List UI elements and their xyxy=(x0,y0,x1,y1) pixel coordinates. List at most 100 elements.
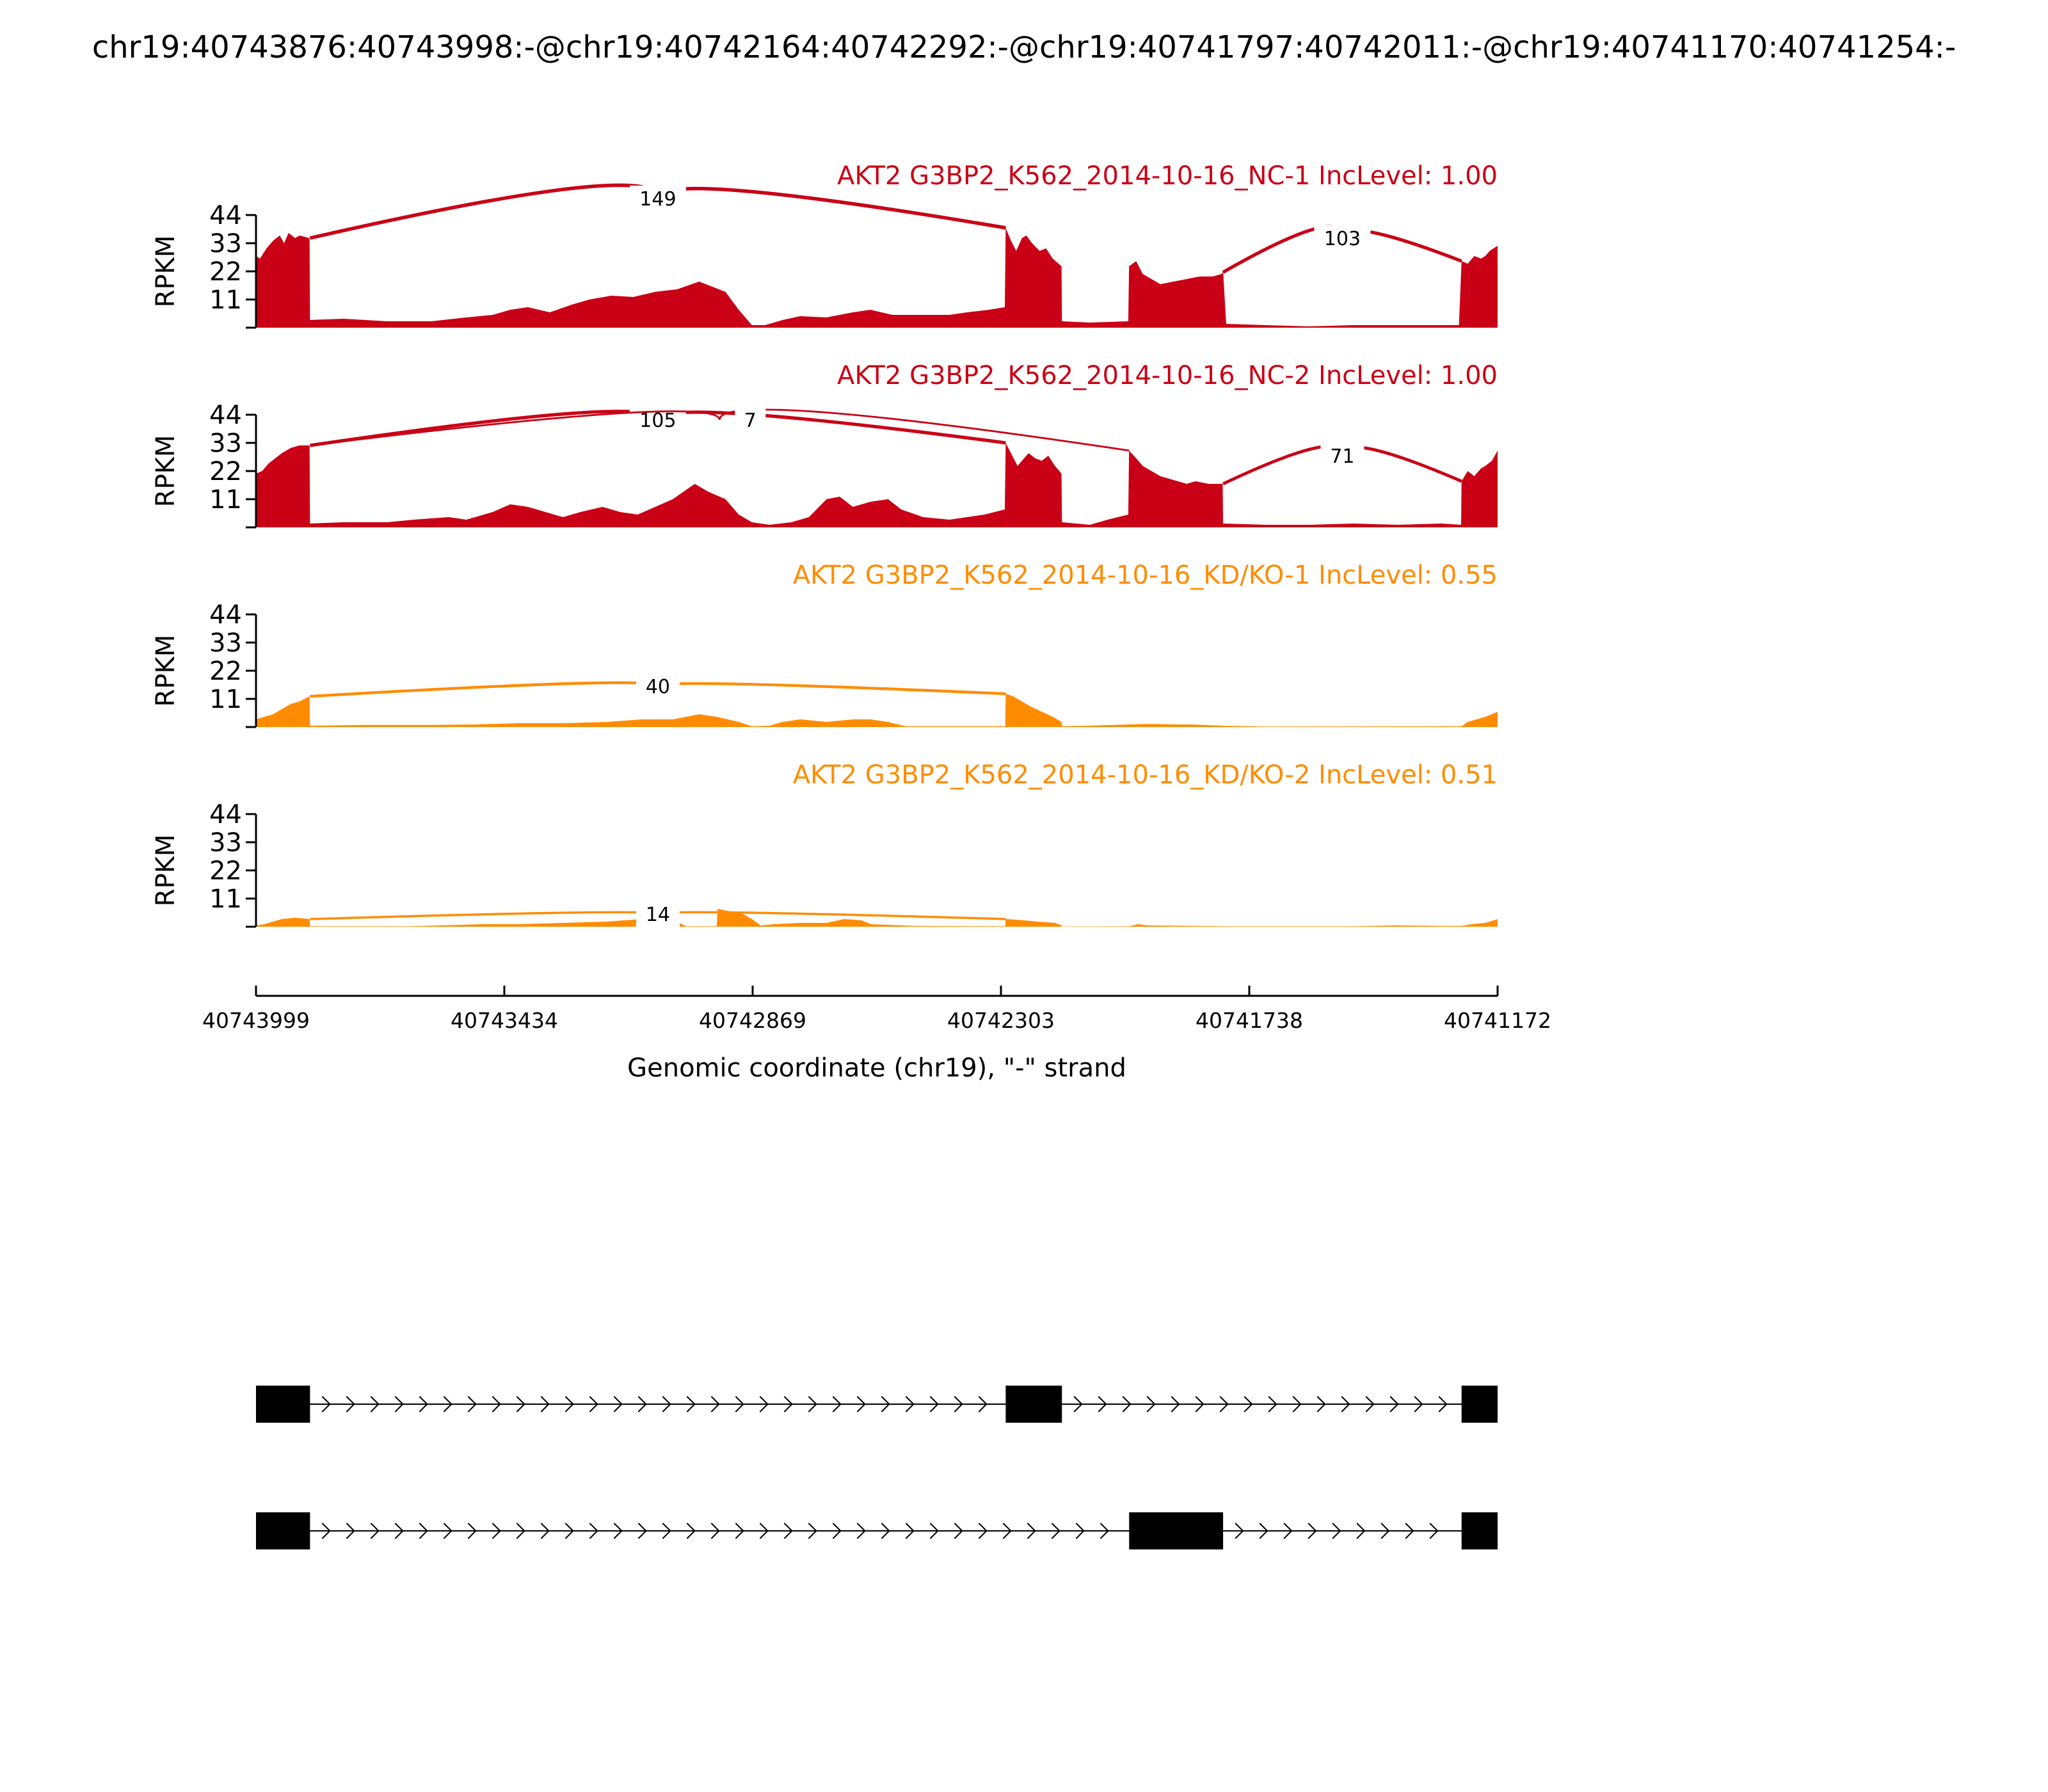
strand-chevron xyxy=(1380,1523,1390,1539)
strand-chevron xyxy=(467,1396,477,1412)
track-title: AKT2 G3BP2_K562_2014-10-16_KD/KO-2 IncLe… xyxy=(793,760,1498,790)
strand-chevron xyxy=(662,1396,671,1412)
strand-chevron xyxy=(419,1523,428,1539)
strand-chevron xyxy=(856,1396,866,1412)
strand-chevron xyxy=(540,1523,550,1539)
strand-chevron xyxy=(492,1396,501,1412)
strand-chevron xyxy=(1429,1523,1439,1539)
exon-block xyxy=(1129,1512,1224,1549)
strand-chevron xyxy=(1308,1523,1317,1539)
strand-chevron xyxy=(516,1396,525,1412)
junction-label-bg xyxy=(629,186,686,211)
junction-label-bg xyxy=(1314,225,1371,251)
strand-chevron xyxy=(1341,1396,1350,1412)
strand-chevron xyxy=(1027,1523,1036,1539)
strand-chevron xyxy=(662,1523,671,1539)
x-tick-label: 40741738 xyxy=(1196,1008,1303,1033)
junction-label-bg xyxy=(636,901,680,927)
strand-chevron xyxy=(1002,1523,1012,1539)
y-tick-label: 33 xyxy=(209,628,242,658)
exon-block xyxy=(256,1386,310,1423)
strand-chevron xyxy=(832,1396,842,1412)
y-axis-label: RPKM xyxy=(151,635,180,707)
strand-chevron xyxy=(929,1396,939,1412)
strand-chevron xyxy=(467,1523,477,1539)
y-tick-label: 22 xyxy=(209,457,242,486)
y-tick-label: 33 xyxy=(209,828,242,858)
junction-count-label: 40 xyxy=(646,676,670,698)
strand-chevron xyxy=(881,1396,890,1412)
strand-chevron xyxy=(1195,1396,1204,1412)
y-tick-label: 11 xyxy=(209,884,242,914)
strand-chevron xyxy=(1171,1396,1180,1412)
strand-chevron xyxy=(564,1396,574,1412)
isoform-2 xyxy=(256,1512,1498,1549)
isoform-1 xyxy=(256,1386,1498,1423)
track-title: AKT2 G3BP2_K562_2014-10-16_NC-1 IncLevel… xyxy=(837,161,1498,191)
junction-label-bg xyxy=(636,673,680,699)
y-tick-label: 44 xyxy=(209,600,242,630)
y-tick-label: 22 xyxy=(209,257,242,287)
strand-chevron xyxy=(637,1523,647,1539)
strand-chevron xyxy=(686,1523,696,1539)
y-tick-label: 22 xyxy=(209,657,242,686)
junction-count-label: 7 xyxy=(744,410,756,432)
strand-chevron xyxy=(443,1396,452,1412)
exon-block xyxy=(1461,1512,1498,1549)
strand-chevron xyxy=(1405,1523,1414,1539)
junction-arc xyxy=(310,408,1130,452)
strand-chevron xyxy=(735,1396,744,1412)
track-title: AKT2 G3BP2_K562_2014-10-16_KD/KO-1 IncLe… xyxy=(793,561,1498,590)
x-tick-label: 40742869 xyxy=(699,1008,806,1033)
strand-chevron xyxy=(1332,1523,1341,1539)
strand-chevron xyxy=(346,1396,355,1412)
strand-chevron xyxy=(881,1523,890,1539)
strand-chevron xyxy=(783,1396,793,1412)
y-tick-label: 11 xyxy=(209,285,242,315)
strand-chevron xyxy=(1259,1523,1268,1539)
junction-label-bg xyxy=(735,407,766,433)
strand-chevron xyxy=(564,1523,574,1539)
strand-chevron xyxy=(540,1396,550,1412)
x-tick-label: 40743434 xyxy=(451,1008,558,1033)
strand-chevron xyxy=(394,1396,404,1412)
y-axis-label: RPKM xyxy=(151,435,180,508)
strand-chevron xyxy=(783,1523,793,1539)
genomic-x-axis: Genomic coordinate (chr19), "-" strand 4… xyxy=(202,986,1551,1083)
figure-title: chr19:40743876:40743998:-@chr19:40742164… xyxy=(92,29,1956,65)
junction-count-label: 149 xyxy=(639,188,676,211)
junction-count-label: 105 xyxy=(639,410,676,432)
strand-chevron xyxy=(589,1396,598,1412)
strand-chevron xyxy=(1235,1523,1244,1539)
strand-chevron xyxy=(1292,1396,1302,1412)
strand-chevron xyxy=(346,1523,355,1539)
y-tick-label: 11 xyxy=(209,685,242,714)
strand-chevron xyxy=(929,1523,939,1539)
strand-chevron xyxy=(759,1396,769,1412)
strand-chevron xyxy=(613,1523,623,1539)
strand-chevron xyxy=(710,1523,720,1539)
strand-chevron xyxy=(808,1523,817,1539)
track-title: AKT2 G3BP2_K562_2014-10-16_NC-2 IncLevel… xyxy=(837,361,1498,390)
junction-label-bg xyxy=(1320,443,1364,468)
exon-block xyxy=(1461,1386,1498,1423)
y-tick-label: 33 xyxy=(209,429,242,458)
y-tick-label: 22 xyxy=(209,856,242,886)
strand-chevron xyxy=(1389,1396,1399,1412)
strand-chevron xyxy=(589,1523,598,1539)
x-tick-label: 40742303 xyxy=(947,1008,1055,1033)
strand-chevron xyxy=(954,1523,963,1539)
strand-chevron xyxy=(905,1396,915,1412)
strand-chevron xyxy=(686,1396,696,1412)
strand-chevron xyxy=(978,1523,988,1539)
strand-chevron xyxy=(1414,1396,1423,1412)
y-tick-label: 44 xyxy=(209,201,242,230)
coverage-area xyxy=(256,909,1498,927)
x-axis-label: Genomic coordinate (chr19), "-" strand xyxy=(627,1053,1126,1083)
strand-chevron xyxy=(735,1523,744,1539)
strand-chevron xyxy=(1356,1523,1366,1539)
